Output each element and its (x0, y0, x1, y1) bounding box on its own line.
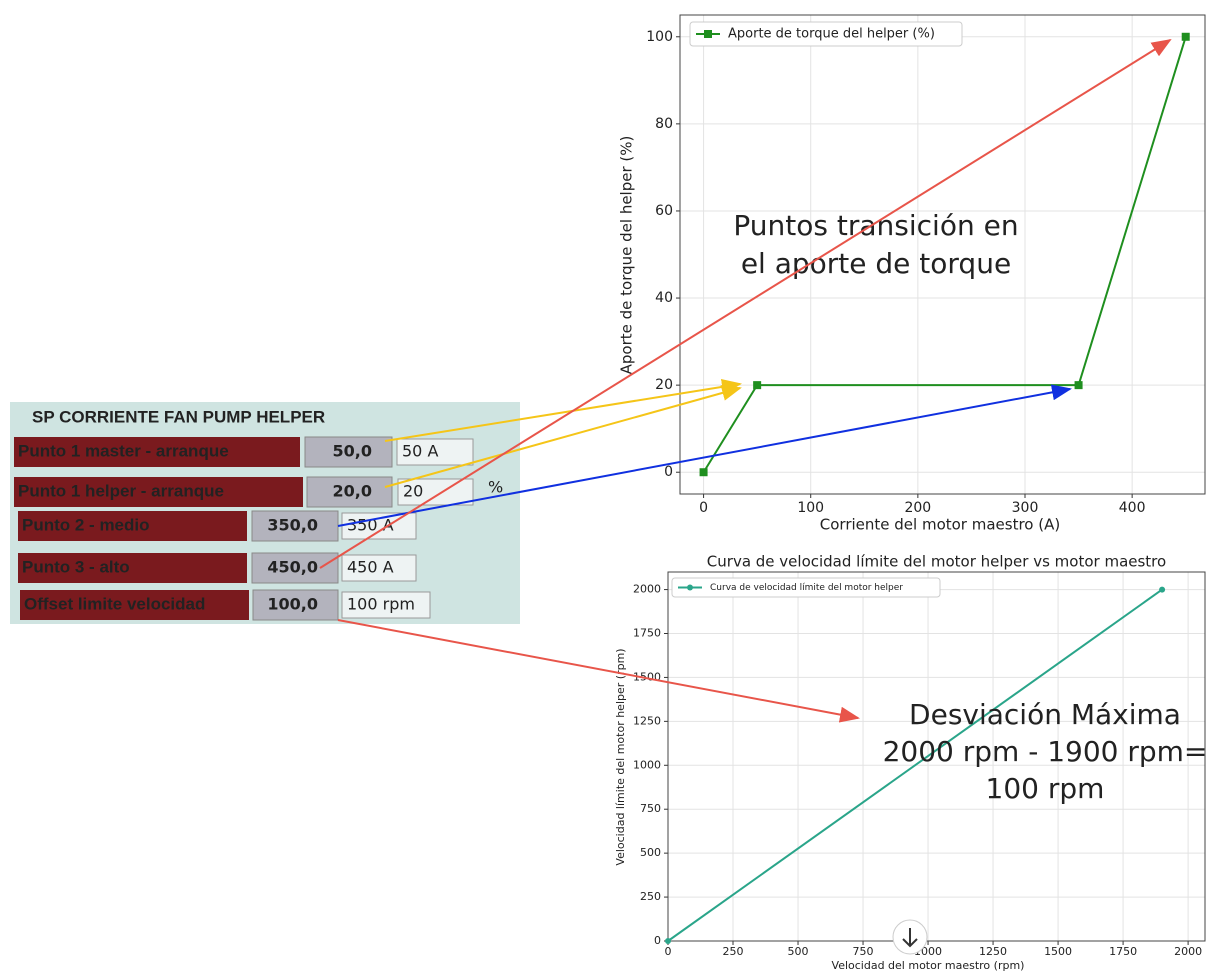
row-label: Punto 1 helper - arranque (18, 481, 224, 500)
annotation: el aporte de torque (741, 247, 1011, 280)
y-tick-label: 500 (640, 846, 661, 859)
annotation: Desviación Máxima (909, 698, 1181, 731)
y-tick-label: 100 (646, 29, 673, 45)
point (753, 381, 761, 389)
percent-sign: % (488, 478, 503, 497)
y-tick-label: 250 (640, 890, 661, 903)
scroll-button[interactable] (893, 920, 927, 954)
y-tick-label: 750 (640, 802, 661, 815)
y-tick-label: 2000 (633, 583, 661, 596)
point (665, 938, 671, 944)
y-tick-label: 1750 (633, 627, 661, 640)
chart-title: Curva de velocidad límite del motor help… (707, 553, 1166, 571)
y-tick-label: 0 (664, 464, 673, 480)
y-tick-label: 60 (655, 203, 673, 219)
row-unit: 50 A (402, 442, 438, 461)
x-tick-label: 0 (699, 500, 708, 516)
x-tick-label: 300 (1012, 500, 1039, 516)
y-tick-label: 20 (655, 377, 673, 393)
x-tick-label: 500 (788, 945, 809, 958)
page: 0204060801000100200300400Corriente del m… (0, 0, 1227, 973)
x-tick-label: 1500 (1044, 945, 1072, 958)
legend-label: Curva de velocidad límite del motor help… (710, 583, 903, 593)
x-tick-label: 1250 (979, 945, 1007, 958)
row-value: 350,0 (267, 516, 318, 535)
row-unit: 100 rpm (347, 595, 415, 614)
row-unit: 350 A (347, 516, 394, 535)
legend-marker (687, 585, 693, 591)
y-tick-label: 0 (654, 934, 661, 947)
row-value: 20,0 (333, 482, 372, 501)
row-label: Punto 3 - alto (22, 557, 130, 576)
y-axis-label: Aporte de torque del helper (%) (618, 136, 636, 375)
arrow (338, 620, 858, 718)
y-tick-label: 1000 (633, 758, 661, 771)
x-axis-label: Velocidad del motor maestro (rpm) (832, 959, 1025, 972)
y-tick-label: 80 (655, 116, 673, 132)
x-axis-label: Corriente del motor maestro (A) (820, 516, 1060, 534)
annotation: 2000 rpm - 1900 rpm= (883, 735, 1208, 768)
row-unit: 20 (403, 482, 423, 501)
row-value: 50,0 (333, 442, 372, 461)
y-axis-label: Velocidad límite del motor helper (rpm) (614, 648, 627, 865)
x-tick-label: 100 (797, 500, 824, 516)
point (1075, 381, 1083, 389)
x-tick-label: 400 (1119, 500, 1146, 516)
annotation: Puntos transición en (733, 209, 1018, 242)
x-tick-label: 0 (665, 945, 672, 958)
x-tick-label: 750 (853, 945, 874, 958)
panel-title: SP CORRIENTE FAN PUMP HELPER (32, 407, 325, 426)
hmi-panel: SP CORRIENTE FAN PUMP HELPER Punto 1 mast… (10, 402, 520, 624)
row-value: 450,0 (267, 558, 318, 577)
arrow (320, 40, 1170, 568)
x-tick-label: 250 (723, 945, 744, 958)
x-tick-label: 2000 (1174, 945, 1202, 958)
point (1159, 587, 1165, 593)
y-tick-label: 40 (655, 290, 673, 306)
row-value: 100,0 (267, 595, 318, 614)
x-tick-label: 200 (904, 500, 931, 516)
legend-label: Aporte de torque del helper (%) (728, 27, 935, 42)
x-tick-label: 1750 (1109, 945, 1137, 958)
row-unit: 450 A (347, 558, 394, 577)
y-tick-label: 1250 (633, 714, 661, 727)
point (700, 468, 708, 476)
point (1182, 33, 1190, 41)
row-label: Offset limite velocidad (24, 594, 205, 613)
annotation: 100 rpm (986, 772, 1105, 805)
row-label: Punto 1 master - arranque (18, 441, 229, 460)
row-label: Punto 2 - medio (22, 515, 150, 534)
legend-marker (704, 30, 712, 38)
